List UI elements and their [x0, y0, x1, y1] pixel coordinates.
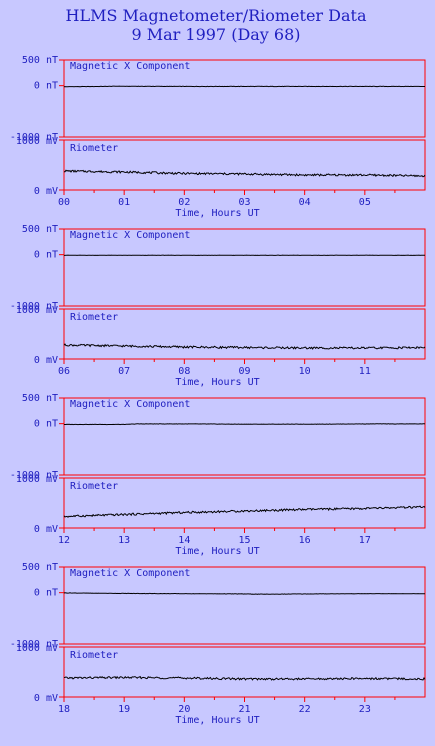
mag-ytick-label-0-2: -1000 nT [10, 132, 58, 143]
mag-frame-0 [63, 59, 426, 138]
mag-frame-1 [63, 228, 426, 307]
xtick-label-0-2: 02 [178, 197, 190, 208]
xtick-label-3-2: 20 [178, 704, 190, 715]
xtick-label-0-0: 00 [58, 197, 70, 208]
xtick-label-1-3: 09 [238, 366, 250, 377]
rio-series-line-1 [63, 343, 426, 350]
xtick-label-3-4: 22 [299, 704, 311, 715]
mag-label-2: Magnetic X Component [70, 399, 190, 410]
xtick-label-0-3: 03 [238, 197, 250, 208]
mag-ytick-label-1-0: 500 nT [22, 224, 58, 235]
panel-2: Magnetic X Component 500 nT 0 nT -1000 nT Ri… [10, 393, 426, 557]
rio-ytick-label-1-1: 0 mV [34, 355, 58, 366]
chart-subtitle: 9 Mar 1997 (Day 68) [131, 25, 300, 44]
xtick-label-3-3: 21 [238, 704, 250, 715]
rio-ytick-label-3-0: 1000 mV [16, 643, 58, 654]
rio-label-2: Riometer [70, 481, 118, 492]
mag-label-3: Magnetic X Component [70, 568, 190, 579]
xlabel-0: Time, Hours UT [175, 208, 259, 219]
rio-ytick-label-0-1: 0 mV [34, 186, 58, 197]
rio-series-line-3 [63, 675, 426, 681]
mag-ytick-label-3-1: 0 nT [34, 588, 58, 599]
rio-label-0: Riometer [70, 143, 118, 154]
xtick-label-2-1: 13 [118, 535, 130, 546]
rio-label-3: Riometer [70, 650, 118, 661]
mag-label-0: Magnetic X Component [70, 61, 190, 72]
mag-ytick-label-1-2: -1000 nT [10, 301, 58, 312]
xtick-label-3-5: 23 [359, 704, 371, 715]
rio-ytick-label-2-1: 0 mV [34, 524, 58, 535]
rio-ytick-label-3-1: 0 mV [34, 693, 58, 704]
rio-ytick-label-0-0: 1000 mV [16, 136, 58, 147]
xlabel-2: Time, Hours UT [175, 546, 259, 557]
xtick-label-0-4: 04 [299, 197, 311, 208]
panels-group: Magnetic X Component 500 nT 0 nT -1000 nT Ri… [10, 55, 426, 726]
xtick-label-3-1: 19 [118, 704, 130, 715]
xlabel-1: Time, Hours UT [175, 377, 259, 388]
mag-ytick-label-3-0: 500 nT [22, 562, 58, 573]
mag-ytick-label-1-1: 0 nT [34, 250, 58, 261]
xtick-label-2-3: 15 [238, 535, 250, 546]
mag-ytick-label-2-1: 0 nT [34, 419, 58, 430]
xtick-label-2-5: 17 [359, 535, 371, 546]
mag-ytick-label-2-0: 500 nT [22, 393, 58, 404]
rio-label-1: Riometer [70, 312, 118, 323]
mag-series-line-0 [63, 85, 425, 88]
mag-ytick-label-0-1: 0 nT [34, 81, 58, 92]
xtick-label-1-0: 06 [58, 366, 70, 377]
mag-label-1: Magnetic X Component [70, 230, 190, 241]
rio-ytick-label-1-0: 1000 mV [16, 305, 58, 316]
xtick-label-2-4: 16 [299, 535, 311, 546]
mag-ytick-label-3-2: -1000 nT [10, 639, 58, 650]
xtick-label-1-5: 11 [359, 366, 371, 377]
xtick-label-2-0: 12 [58, 535, 70, 546]
mag-frame-3 [63, 566, 426, 645]
panel-3: Magnetic X Component 500 nT 0 nT -1000 nT Ri… [10, 562, 426, 726]
rio-ytick-label-2-0: 1000 mV [16, 474, 58, 485]
mag-ytick-label-0-0: 500 nT [22, 55, 58, 66]
xtick-label-2-2: 14 [178, 535, 190, 546]
mag-frame-2 [63, 397, 426, 476]
chart-title: HLMS Magnetometer/Riometer Data [66, 6, 367, 25]
xtick-label-0-1: 01 [118, 197, 130, 208]
mag-ytick-label-2-2: -1000 nT [10, 470, 58, 481]
panel-0: Magnetic X Component 500 nT 0 nT -1000 nT Ri… [10, 55, 426, 219]
panel-1: Magnetic X Component 500 nT 0 nT -1000 nT Ri… [10, 224, 426, 388]
mag-series-line-3 [63, 592, 425, 595]
xlabel-3: Time, Hours UT [175, 715, 259, 726]
rio-series-line-0 [64, 169, 426, 178]
xtick-label-3-0: 18 [58, 704, 70, 715]
mag-series-line-2 [64, 423, 426, 426]
rio-series-line-2 [63, 505, 426, 518]
xtick-label-1-2: 08 [178, 366, 190, 377]
xtick-label-0-5: 05 [359, 197, 371, 208]
xtick-label-1-4: 10 [299, 366, 311, 377]
xtick-label-1-1: 07 [118, 366, 130, 377]
